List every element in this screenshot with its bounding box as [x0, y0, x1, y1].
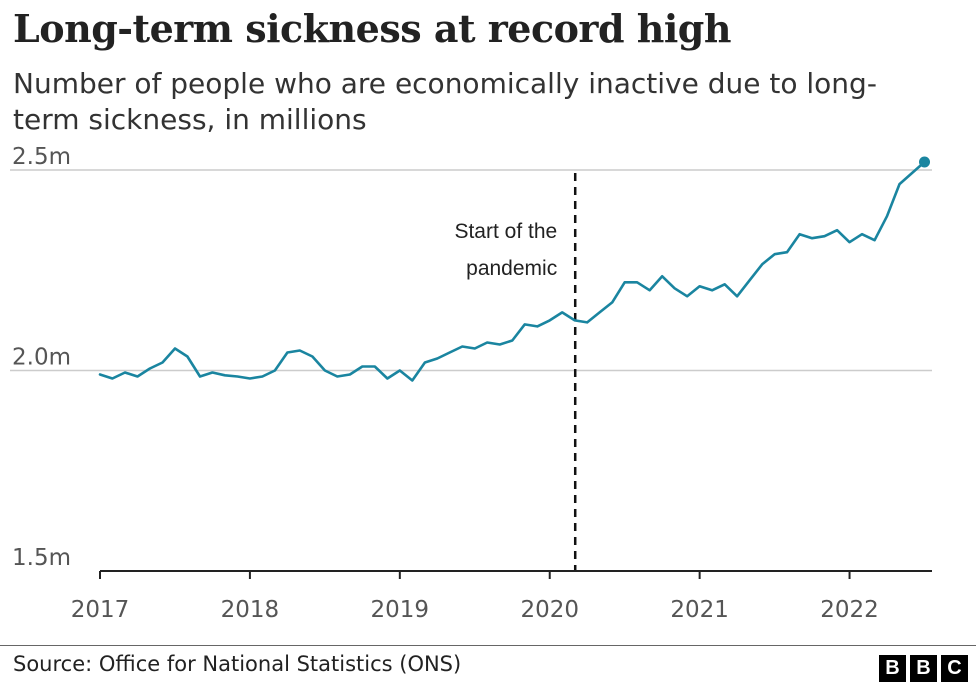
y-tick-label-1: 2.0m [12, 345, 71, 371]
x-axis [99, 570, 932, 579]
pandemic-annotation: Start of the pandemic [454, 173, 577, 571]
source-note: Source: Office for National Statistics (… [13, 652, 462, 676]
bbc-logo-letter-1: B [910, 655, 937, 682]
x-tick-label-3: 2020 [520, 597, 579, 623]
footer-divider [0, 645, 976, 646]
series-line-0 [98, 160, 926, 382]
chart-title: Long-term sickness at record high [13, 6, 732, 51]
annotation-text-line-0: Start of the [454, 220, 557, 243]
x-tick-label-1: 2018 [221, 597, 280, 623]
bbc-logo-letter-0: B [879, 655, 906, 682]
line-chart: Start of the pandemic 1.5m 2.0m 2.5m 2017 201… [10, 144, 932, 623]
bbc-logo-letter-2: C [941, 655, 968, 682]
x-tick-label-4: 2021 [670, 597, 729, 623]
x-tick-label-5: 2022 [820, 597, 879, 623]
chart-subtitle: Number of people who are economically in… [13, 67, 877, 136]
tick-labels: 1.5m 2.0m 2.5m 2017 2018 2019 2020 2021 2022 [12, 144, 879, 623]
y-tick-label-0: 1.5m [12, 545, 71, 571]
x-tick-label-0: 2017 [71, 597, 130, 623]
x-tick-label-2: 2019 [371, 597, 430, 623]
gridlines [10, 169, 932, 372]
annotation-text-line-1: pandemic [466, 257, 557, 280]
y-tick-label-2: 2.5m [12, 144, 71, 170]
series-layer [98, 156, 931, 382]
series-end-point-0 [919, 156, 931, 168]
